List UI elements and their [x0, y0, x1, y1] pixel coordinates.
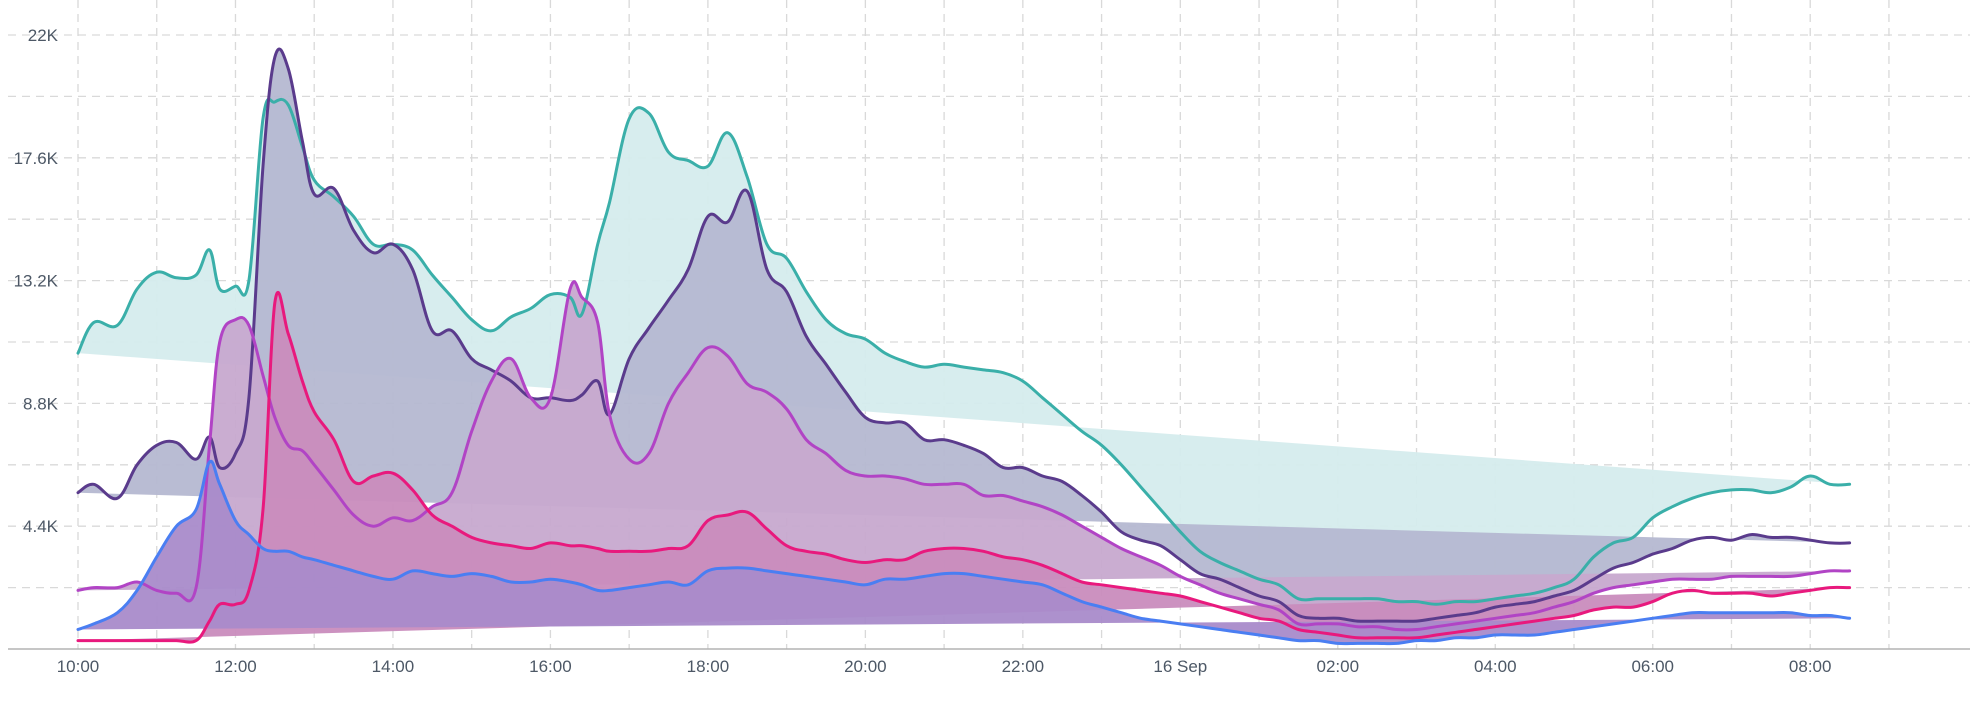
- series-line-3: [76, 280, 1852, 632]
- y-tick-label: 13.2K: [14, 272, 59, 291]
- series-area-3: [78, 281, 1850, 630]
- x-tick-label: 12:00: [214, 657, 257, 676]
- x-tick-label: 08:00: [1789, 657, 1832, 676]
- x-tick-label: 18:00: [687, 657, 730, 676]
- x-tick-label: 14:00: [372, 657, 415, 676]
- x-tick-label: 22:00: [1002, 657, 1045, 676]
- series-line-1: [76, 97, 1852, 606]
- series-line-2: [76, 47, 1852, 623]
- series-area-4: [78, 292, 1850, 643]
- series-areas: [78, 49, 1850, 644]
- series-lines: [76, 47, 1852, 646]
- y-tick-label: 4.4K: [23, 517, 59, 536]
- series-line-5: [76, 459, 1852, 646]
- y-tick-label: 22K: [28, 26, 59, 45]
- x-tick-label: 02:00: [1317, 657, 1360, 676]
- x-tick-label: 16:00: [529, 657, 572, 676]
- series-area-5: [78, 461, 1850, 644]
- y-tick-label: 17.6K: [14, 149, 59, 168]
- series-area-1: [78, 99, 1850, 605]
- x-axis-tick-labels: 10:00 12:00 14:00 16:00 18:00 20:00 22:00 16 Se…: [57, 657, 1832, 676]
- x-tick-label: 10:00: [57, 657, 100, 676]
- series-line-4: [76, 291, 1852, 644]
- x-tick-label: 04:00: [1474, 657, 1517, 676]
- x-tick-label: 06:00: [1631, 657, 1674, 676]
- y-tick-label: 8.8K: [23, 394, 59, 413]
- x-tick-label: 20:00: [844, 657, 887, 676]
- y-axis-tick-labels: 4.4K 8.8K 13.2K 17.6K 22K: [14, 26, 59, 536]
- x-tick-label: 16 Sep: [1153, 657, 1207, 676]
